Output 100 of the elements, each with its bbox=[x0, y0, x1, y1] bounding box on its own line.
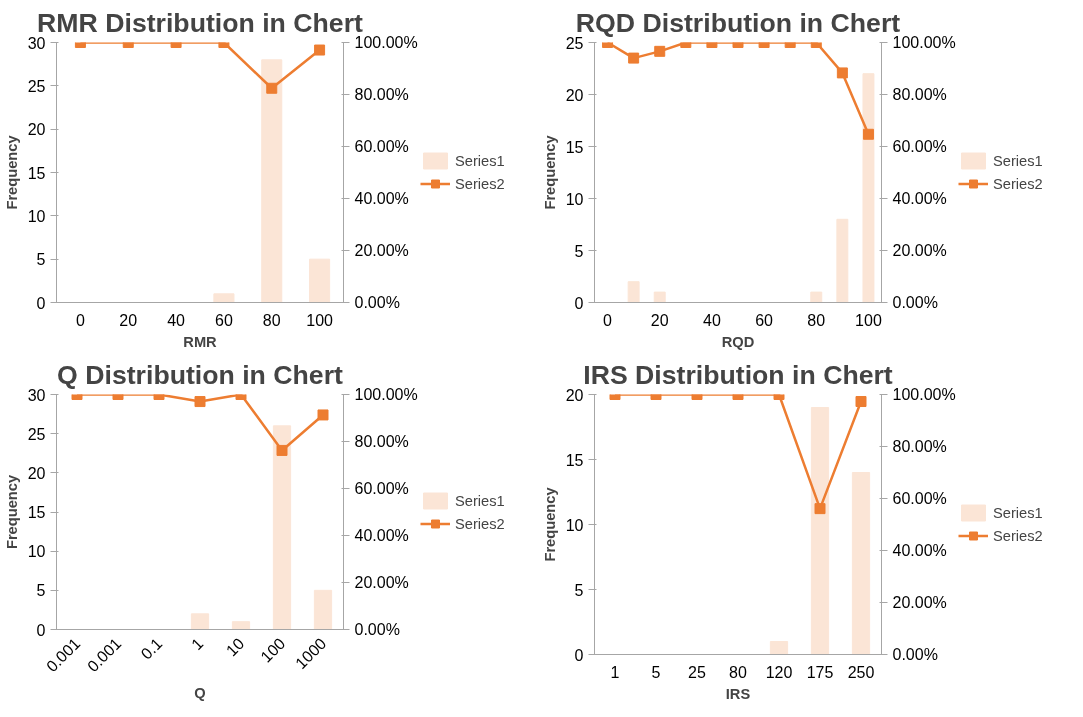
y2-tick-label: 80.00% bbox=[892, 86, 947, 103]
y-axis-title: Frequency bbox=[3, 474, 20, 550]
x-tick-label: 40 bbox=[167, 311, 186, 329]
y-tick-label: 25 bbox=[27, 425, 46, 443]
y2-tick-label: 0.00% bbox=[354, 294, 400, 311]
bar bbox=[810, 291, 823, 303]
x-tick-label: 0 bbox=[603, 311, 613, 329]
y2-tick-label: 60.00% bbox=[892, 138, 947, 155]
y2-tick-label: 100.00% bbox=[354, 386, 418, 403]
y-tick-label: 20 bbox=[27, 121, 46, 139]
y-tick-label: 15 bbox=[27, 504, 46, 521]
y2-tick-label: 20.00% bbox=[892, 594, 947, 611]
x-tick-label: 120 bbox=[765, 663, 793, 681]
y-tick-label: 20 bbox=[565, 86, 584, 104]
y2-tick-label: 80.00% bbox=[354, 86, 409, 103]
x-tick-label: 40 bbox=[703, 311, 721, 329]
y-tick-label: 10 bbox=[565, 190, 584, 208]
y2-tick-label: 0.00% bbox=[354, 621, 400, 638]
y-tick-label: 10 bbox=[565, 516, 584, 534]
y2-tick-label: 40.00% bbox=[892, 542, 947, 559]
y-axis-title: Frequency bbox=[3, 134, 20, 210]
bar bbox=[627, 281, 640, 303]
x-tick-label: 175 bbox=[806, 663, 834, 681]
y2-tick-label: 40.00% bbox=[354, 190, 409, 207]
x-tick-label: 250 bbox=[847, 663, 875, 681]
x-axis-title: RQD bbox=[721, 333, 755, 350]
x-tick-label: 60 bbox=[215, 311, 233, 329]
x-tick-label: 0.1 bbox=[137, 634, 166, 663]
bar bbox=[653, 291, 666, 303]
chart-title: IRS Distribution in Chert bbox=[583, 359, 893, 390]
y2-tick-label: 60.00% bbox=[892, 490, 947, 507]
bar bbox=[190, 613, 210, 630]
x-tick-label: 5 bbox=[651, 663, 661, 681]
y2-tick-label: 60.00% bbox=[354, 480, 409, 497]
x-axis-title: RMR bbox=[183, 333, 218, 350]
chart-title: Q Distribution in Chert bbox=[57, 359, 344, 390]
legend-label: Series1 bbox=[993, 152, 1043, 169]
x-tick-label: 1 bbox=[610, 663, 620, 681]
y-tick-label: 15 bbox=[565, 451, 584, 469]
x-tick-label: 80 bbox=[807, 311, 826, 329]
point bbox=[855, 396, 867, 408]
y-tick-label: 15 bbox=[565, 138, 584, 156]
x-tick-label: 80 bbox=[729, 663, 747, 681]
bar bbox=[272, 425, 292, 630]
bar bbox=[836, 218, 849, 303]
x-tick-label: 100 bbox=[855, 311, 882, 329]
x-tick-label: 10 bbox=[222, 634, 248, 660]
y-tick-label: 10 bbox=[27, 207, 46, 225]
y-tick-label: 5 bbox=[36, 251, 46, 269]
y2-tick-label: 40.00% bbox=[892, 190, 947, 207]
bar bbox=[309, 258, 331, 303]
y-tick-label: 5 bbox=[574, 242, 584, 260]
y2-tick-label: 20.00% bbox=[354, 242, 409, 259]
y-axis-title: Frequency bbox=[541, 486, 558, 562]
legend-label: Series1 bbox=[455, 152, 505, 169]
y-axis-title: Frequency bbox=[541, 134, 558, 210]
y2-tick-label: 0.00% bbox=[892, 646, 938, 663]
bar bbox=[261, 59, 283, 303]
y-tick-label: 20 bbox=[565, 386, 584, 404]
bar bbox=[231, 621, 251, 630]
x-tick-label: 100 bbox=[306, 311, 334, 329]
y2-tick-label: 100.00% bbox=[892, 386, 956, 403]
x-tick-label: 60 bbox=[755, 311, 774, 329]
y2-tick-label: 100.00% bbox=[354, 34, 418, 51]
x-tick-label: 20 bbox=[650, 311, 669, 329]
bar bbox=[862, 73, 875, 303]
x-tick-label: 80 bbox=[262, 311, 281, 329]
y-tick-label: 25 bbox=[565, 34, 584, 52]
y2-tick-label: 80.00% bbox=[354, 433, 409, 450]
x-tick-label: 1 bbox=[188, 634, 207, 654]
y-tick-label: 5 bbox=[36, 582, 46, 600]
bar bbox=[313, 589, 333, 630]
bar bbox=[213, 293, 235, 303]
y2-tick-label: 80.00% bbox=[892, 438, 947, 455]
x-axis-title: Q bbox=[194, 685, 206, 702]
x-tick-label: 20 bbox=[119, 311, 138, 329]
y2-tick-label: 100.00% bbox=[892, 34, 956, 51]
y-tick-label: 25 bbox=[27, 77, 46, 95]
y-tick-label: 10 bbox=[27, 543, 46, 561]
bar bbox=[851, 472, 871, 655]
legend-label: Series2 bbox=[455, 175, 505, 192]
y-tick-label: 30 bbox=[27, 34, 46, 52]
legend-label: Series2 bbox=[993, 175, 1043, 192]
y2-tick-label: 0.00% bbox=[892, 294, 938, 311]
x-axis-title: IRS bbox=[725, 685, 751, 702]
y-tick-label: 0 bbox=[36, 294, 46, 312]
x-tick-label: 0 bbox=[75, 311, 85, 329]
bar bbox=[769, 641, 789, 655]
y-tick-label: 0 bbox=[574, 294, 584, 312]
bar bbox=[810, 407, 830, 655]
y2-tick-label: 40.00% bbox=[354, 527, 409, 544]
point bbox=[814, 503, 826, 515]
legend-label: Series2 bbox=[455, 515, 505, 531]
y2-tick-label: 60.00% bbox=[354, 138, 409, 155]
y-tick-label: 15 bbox=[27, 164, 46, 182]
y-tick-label: 5 bbox=[574, 581, 584, 599]
y-tick-label: 30 bbox=[27, 386, 46, 404]
x-tick-label: 100 bbox=[257, 634, 289, 666]
y2-tick-label: 20.00% bbox=[892, 242, 947, 259]
legend-label: Series2 bbox=[993, 527, 1043, 544]
